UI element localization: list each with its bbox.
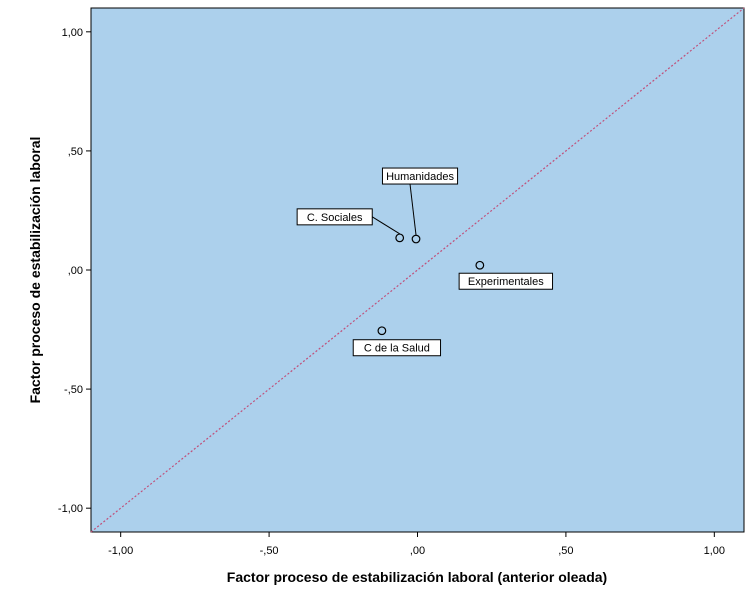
point-label: C. Sociales bbox=[307, 212, 363, 224]
x-tick-label: -,50 bbox=[260, 545, 279, 557]
point-label: Humanidades bbox=[386, 171, 454, 183]
y-axis-title: Factor proceso de estabilización laboral bbox=[27, 137, 43, 404]
point-label: Experimentales bbox=[468, 276, 544, 288]
reference-diagonal-line bbox=[90, 7, 745, 533]
y-tick-label: -,50 bbox=[64, 384, 83, 396]
label-leader-line bbox=[409, 183, 417, 236]
x-tick-label: -1,00 bbox=[108, 545, 133, 557]
y-tick-label: ,00 bbox=[68, 265, 83, 277]
point-label-box bbox=[352, 339, 442, 357]
x-tick-label: ,00 bbox=[410, 545, 425, 557]
data-point-group: Humanidades bbox=[381, 167, 459, 244]
x-axis-title: Factor proceso de estabilización laboral… bbox=[227, 569, 607, 585]
data-point-group: Experimentales bbox=[458, 260, 554, 290]
y-tick-label: ,50 bbox=[68, 146, 83, 158]
y-axis: 1,00 ,50 ,00 -,50 -1,00 bbox=[58, 27, 91, 515]
y-tick-label: -1,00 bbox=[58, 503, 83, 515]
data-point-group: C. Sociales bbox=[296, 208, 405, 243]
label-leader-line bbox=[371, 216, 400, 235]
point-label-box bbox=[458, 272, 554, 290]
point-label-box bbox=[381, 167, 459, 185]
scatter-point-marker bbox=[395, 233, 405, 243]
data-points: Humanidades C. Sociales Experimentales C de… bbox=[296, 167, 554, 357]
x-tick-label: ,50 bbox=[558, 545, 573, 557]
x-axis: -1,00 -,50 ,00 ,50 1,00 bbox=[108, 532, 725, 557]
y-tick-label: 1,00 bbox=[62, 27, 83, 39]
scatter-point-marker bbox=[411, 234, 421, 244]
point-label-box bbox=[296, 208, 373, 226]
point-label: C de la Salud bbox=[364, 343, 430, 355]
scatter-point-marker bbox=[377, 326, 387, 336]
scatter-point-marker bbox=[475, 260, 485, 270]
x-tick-label: 1,00 bbox=[704, 545, 725, 557]
data-point-group: C de la Salud bbox=[352, 326, 442, 357]
